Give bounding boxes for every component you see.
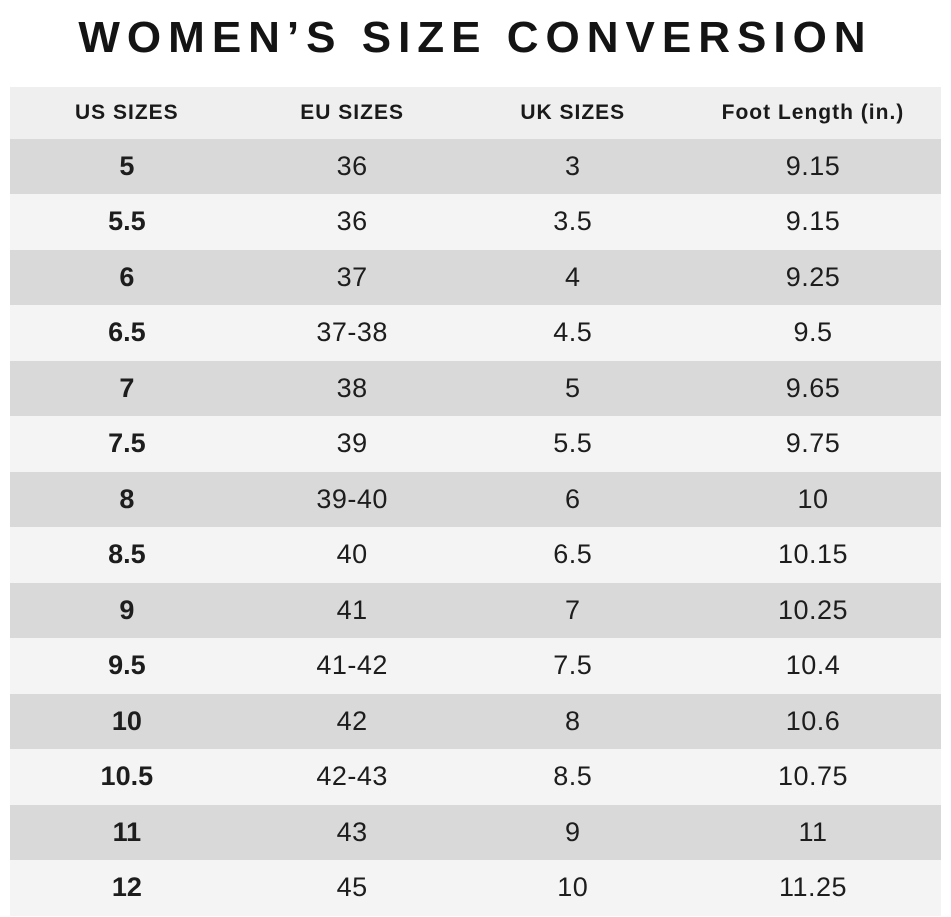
foot-length-cell: 10.4 (684, 638, 941, 694)
column-header-us-sizes: US SIZES (10, 86, 244, 139)
foot-length-cell: 10.15 (684, 527, 941, 583)
table-row: 5 36 3 9.15 (10, 138, 941, 195)
column-header-uk-sizes: UK SIZES (460, 86, 685, 139)
table-row: 7 38 5 9.65 (10, 360, 941, 417)
us-size-cell: 11 (10, 804, 244, 861)
table-body: 5 36 3 9.15 5.5 36 3.5 9.15 6 37 4 9.25 6.5 37-38 4.5 9… (10, 138, 941, 916)
table-row: 6.5 37-38 4.5 9.5 (10, 305, 941, 361)
table-row: 6 37 4 9.25 (10, 249, 941, 306)
table-row: 5.5 36 3.5 9.15 (10, 194, 941, 250)
foot-length-cell: 9.15 (684, 138, 941, 195)
foot-length-cell: 10 (684, 471, 941, 528)
us-size-cell: 7 (10, 360, 244, 417)
uk-size-cell: 5.5 (460, 416, 685, 472)
us-size-cell: 5 (10, 138, 244, 195)
uk-size-cell: 7 (460, 582, 685, 639)
eu-size-cell: 41-42 (243, 638, 461, 694)
eu-size-cell: 36 (243, 138, 461, 195)
foot-length-cell: 10.75 (684, 749, 941, 805)
table-row: 7.5 39 5.5 9.75 (10, 416, 941, 472)
column-header-eu-sizes: EU SIZES (243, 86, 461, 139)
eu-size-cell: 37 (243, 249, 461, 306)
us-size-cell: 6.5 (10, 305, 244, 361)
uk-size-cell: 4 (460, 249, 685, 306)
foot-length-cell: 9.5 (684, 305, 941, 361)
uk-size-cell: 3 (460, 138, 685, 195)
us-size-cell: 6 (10, 249, 244, 306)
table-row: 10.5 42-43 8.5 10.75 (10, 749, 941, 805)
table-row: 10 42 8 10.6 (10, 693, 941, 750)
foot-length-cell: 11.25 (684, 860, 941, 916)
foot-length-cell: 9.75 (684, 416, 941, 472)
foot-length-cell: 10.6 (684, 693, 941, 750)
eu-size-cell: 45 (243, 860, 461, 916)
size-conversion-page: WOMEN’S SIZE CONVERSION US SIZES EU SIZE… (0, 13, 951, 917)
us-size-cell: 10.5 (10, 749, 244, 805)
eu-size-cell: 39 (243, 416, 461, 472)
table-row: 8 39-40 6 10 (10, 471, 941, 528)
uk-size-cell: 8 (460, 693, 685, 750)
us-size-cell: 12 (10, 860, 244, 916)
table-row: 8.5 40 6.5 10.15 (10, 527, 941, 583)
us-size-cell: 9.5 (10, 638, 244, 694)
us-size-cell: 9 (10, 582, 244, 639)
uk-size-cell: 4.5 (460, 305, 685, 361)
uk-size-cell: 5 (460, 360, 685, 417)
foot-length-cell: 9.25 (684, 249, 941, 306)
us-size-cell: 5.5 (10, 194, 244, 250)
foot-length-cell: 9.65 (684, 360, 941, 417)
eu-size-cell: 41 (243, 582, 461, 639)
table-row: 11 43 9 11 (10, 804, 941, 861)
foot-length-cell: 10.25 (684, 582, 941, 639)
table-row: 12 45 10 11.25 (10, 860, 941, 916)
column-header-foot-length: Foot Length (in.) (684, 86, 941, 139)
table-row: 9.5 41-42 7.5 10.4 (10, 638, 941, 694)
eu-size-cell: 37-38 (243, 305, 461, 361)
uk-size-cell: 3.5 (460, 194, 685, 250)
foot-length-cell: 9.15 (684, 194, 941, 250)
us-size-cell: 8.5 (10, 527, 244, 583)
eu-size-cell: 43 (243, 804, 461, 861)
eu-size-cell: 40 (243, 527, 461, 583)
eu-size-cell: 38 (243, 360, 461, 417)
uk-size-cell: 6 (460, 471, 685, 528)
table-row: 9 41 7 10.25 (10, 582, 941, 639)
us-size-cell: 7.5 (10, 416, 244, 472)
uk-size-cell: 7.5 (460, 638, 685, 694)
uk-size-cell: 6.5 (460, 527, 685, 583)
eu-size-cell: 36 (243, 194, 461, 250)
eu-size-cell: 42-43 (243, 749, 461, 805)
us-size-cell: 10 (10, 693, 244, 750)
uk-size-cell: 10 (460, 860, 685, 916)
eu-size-cell: 39-40 (243, 471, 461, 528)
eu-size-cell: 42 (243, 693, 461, 750)
us-size-cell: 8 (10, 471, 244, 528)
uk-size-cell: 8.5 (460, 749, 685, 805)
table-header-row: US SIZES EU SIZES UK SIZES Foot Length (… (10, 86, 941, 139)
uk-size-cell: 9 (460, 804, 685, 861)
size-conversion-table: US SIZES EU SIZES UK SIZES Foot Length (… (10, 86, 941, 916)
foot-length-cell: 11 (684, 804, 941, 861)
page-title: WOMEN’S SIZE CONVERSION (78, 13, 873, 62)
